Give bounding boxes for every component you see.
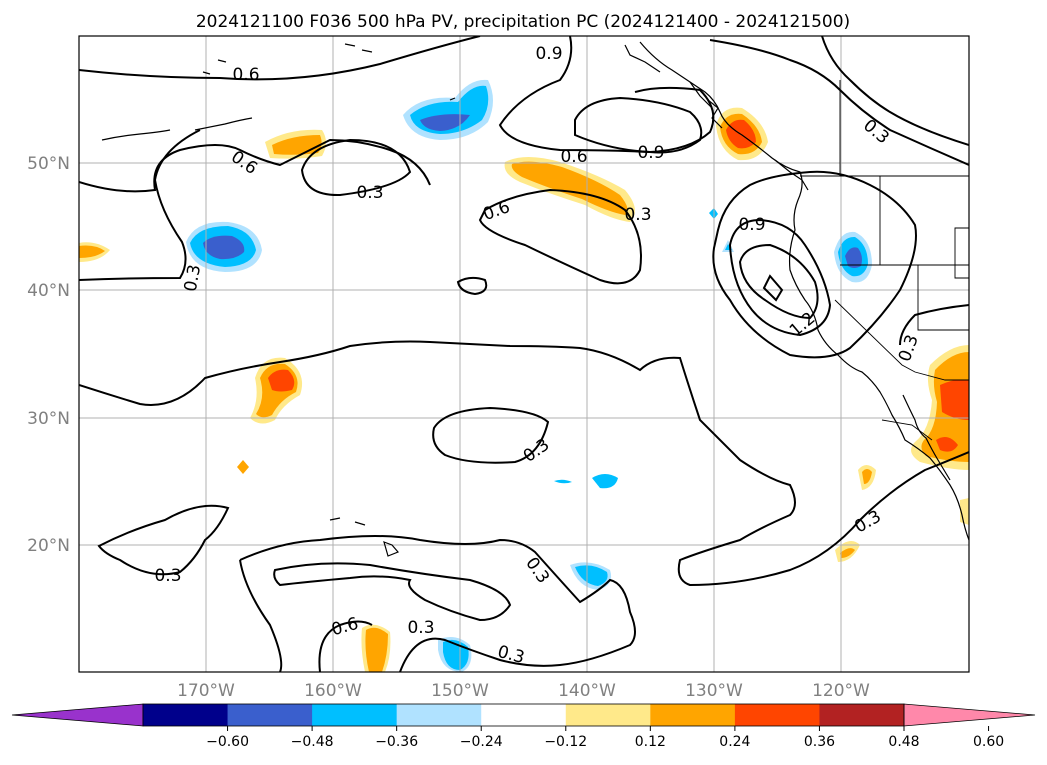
contour-line [79,340,969,587]
contour-label: 0.6 [232,65,259,85]
contour-line [762,274,784,302]
map-frame [78,35,970,673]
map-title: 2024121100 F036 500 hPa PV, precipitatio… [196,12,850,32]
contour-line [432,406,550,464]
colorbar-tick-label: −0.24 [460,734,503,750]
colorbar-extend-high [903,703,1036,727]
colorbar-cell [396,704,482,726]
colorbar-tick-label: 0.48 [888,734,919,750]
pv-contours [79,36,969,672]
coastlines [101,41,969,557]
contour-line [709,39,969,166]
precip-positive-blob [79,242,110,262]
colorbar-tick-label: 0.60 [973,734,1004,750]
lat-label: 40°N [27,281,70,301]
contour-line [498,36,715,154]
contour-label: 0.9 [637,143,664,163]
colorbar-extend-low [11,703,144,727]
precip-positive-blob [361,624,391,672]
contour-label: 0.9 [738,215,765,235]
colorbar-cells [11,703,1036,727]
precip-negative-blob [834,231,872,283]
contour-label: 0.3 [407,618,434,638]
colorbar-tick-label: −0.48 [291,734,334,750]
colorbar-cell [565,704,651,726]
contour-label: 0.3 [181,263,205,293]
lon-labels: 170°W 160°W 150°W 140°W 130°W 120°W [177,681,870,701]
gridlines [79,36,969,672]
contour-line [97,504,230,576]
contour-line [456,276,488,296]
precip-positive-blob [911,345,969,470]
lat-label: 30°N [27,409,70,429]
colorbar-cell [819,704,905,726]
colorbar-cell [312,704,398,726]
colorbar-cell [143,704,229,726]
precip-positive-blob [504,157,635,222]
lon-label: 140°W [558,681,616,701]
contour-line [728,218,832,337]
contour-line [712,170,917,359]
contour-line [239,559,283,672]
colorbar-cell [734,704,820,726]
precip-shading [79,79,969,672]
map-axes: 0.6 0.9 0.6 0.6 0.9 0.3 0.3 0.6 0.3 0.9 … [78,35,970,673]
borders [800,80,969,441]
colorbar-tick-label: 0.24 [719,734,750,750]
colorbar-ticks: −0.60 −0.48 −0.36 −0.24 −0.12 0.12 0.24 0.36 0.4… [206,726,1004,750]
colorbar-cell [650,704,736,726]
colorbar-tick-label: −0.36 [375,734,418,750]
colorbar-frame [142,703,905,727]
contour-line [79,138,431,193]
contour-line [899,304,969,346]
precip-negative-blob [403,79,493,140]
contour-line [318,620,373,672]
colorbar: −0.60 −0.48 −0.36 −0.24 −0.12 0.12 0.24 0.36 0.4… [11,703,1036,750]
precip-negative-blob [592,474,618,489]
colorbar-tick-label: 0.36 [804,734,835,750]
lat-label: 20°N [27,536,70,556]
contour-line [273,562,512,622]
contour-label: 0.9 [535,44,562,64]
lon-label: 120°W [812,681,870,701]
precip-positive-blob [250,357,303,424]
lat-labels: 20°N 30°N 40°N 50°N [27,154,70,556]
lon-label: 170°W [177,681,235,701]
colorbar-cell [227,704,313,726]
contour-label: 0.6 [560,147,587,167]
lon-label: 130°W [685,681,743,701]
colorbar-cell [481,704,567,726]
contour-line [239,535,636,672]
contour-line [300,138,412,197]
contour-line [574,96,703,154]
contour-line [738,243,819,320]
contour-label: 0.3 [624,205,651,225]
contour-line [79,36,481,81]
contour-label: 0.3 [154,566,181,586]
contour-line [478,188,642,285]
colorbar-tick-label: −0.60 [206,734,249,750]
lon-label: 150°W [431,681,489,701]
colorbar-tick-label: 0.12 [635,734,666,750]
contour-line [79,129,201,281]
colorbar-tick-label: −0.12 [544,734,587,750]
contour-line [821,36,969,146]
contour-label: 0.3 [356,183,383,203]
lat-label: 50°N [27,154,70,174]
lon-label: 160°W [304,681,362,701]
precip-positive-blob [237,460,249,474]
